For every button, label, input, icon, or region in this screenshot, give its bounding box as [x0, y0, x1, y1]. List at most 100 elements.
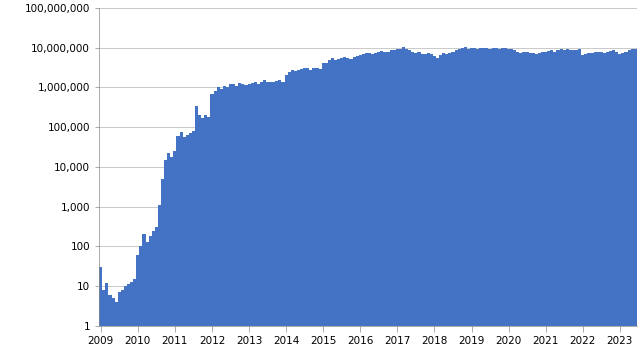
Bar	[572, 50, 575, 360]
Bar	[232, 84, 235, 360]
Bar	[272, 82, 275, 360]
Bar	[630, 49, 634, 360]
Bar	[473, 48, 476, 360]
Bar	[547, 51, 550, 360]
Bar	[634, 49, 637, 360]
Bar	[412, 51, 414, 360]
Bar	[115, 302, 118, 360]
Bar	[387, 51, 390, 360]
Bar	[581, 55, 584, 360]
Bar	[118, 292, 121, 360]
Bar	[152, 230, 155, 360]
Bar	[417, 52, 420, 360]
Bar	[266, 82, 269, 360]
Bar	[436, 58, 439, 360]
Bar	[424, 54, 427, 360]
Bar	[309, 69, 312, 360]
Bar	[316, 68, 319, 360]
Bar	[479, 48, 483, 360]
Bar	[359, 55, 362, 360]
Bar	[532, 53, 535, 360]
Bar	[483, 48, 485, 360]
Bar	[603, 53, 606, 360]
Bar	[207, 117, 211, 360]
Bar	[263, 80, 266, 360]
Bar	[612, 50, 615, 360]
Bar	[108, 295, 111, 360]
Bar	[485, 48, 488, 360]
Bar	[461, 48, 464, 360]
Bar	[297, 70, 300, 360]
Bar	[365, 53, 368, 360]
Bar	[596, 51, 600, 360]
Bar	[556, 50, 559, 360]
Bar	[454, 50, 458, 360]
Bar	[346, 58, 349, 360]
Bar	[399, 49, 402, 360]
Bar	[563, 50, 566, 360]
Bar	[439, 55, 442, 360]
Bar	[507, 49, 510, 360]
Bar	[575, 50, 578, 360]
Bar	[173, 151, 177, 360]
Bar	[371, 54, 374, 360]
Bar	[618, 54, 621, 360]
Bar	[584, 54, 588, 360]
Bar	[451, 51, 454, 360]
Bar	[145, 242, 148, 360]
Bar	[124, 286, 127, 360]
Bar	[195, 105, 198, 360]
Bar	[334, 60, 337, 360]
Bar	[328, 60, 331, 360]
Bar	[588, 53, 591, 360]
Bar	[244, 85, 248, 360]
Bar	[182, 138, 186, 360]
Bar	[600, 52, 603, 360]
Bar	[559, 49, 563, 360]
Bar	[260, 82, 263, 360]
Bar	[251, 83, 253, 360]
Bar	[445, 54, 449, 360]
Bar	[476, 49, 479, 360]
Bar	[161, 179, 164, 360]
Bar	[427, 53, 430, 360]
Bar	[204, 115, 207, 360]
Bar	[402, 47, 405, 360]
Bar	[291, 69, 294, 360]
Bar	[380, 51, 383, 360]
Bar	[324, 63, 328, 360]
Bar	[136, 255, 140, 360]
Bar	[214, 91, 216, 360]
Bar	[504, 48, 507, 360]
Bar	[377, 51, 380, 360]
Bar	[383, 52, 387, 360]
Bar	[127, 284, 130, 360]
Bar	[192, 131, 195, 360]
Bar	[408, 50, 412, 360]
Bar	[102, 290, 106, 360]
Bar	[133, 279, 136, 360]
Bar	[241, 84, 244, 360]
Bar	[275, 81, 278, 360]
Bar	[356, 57, 359, 360]
Bar	[186, 135, 189, 360]
Bar	[287, 72, 291, 360]
Bar	[216, 87, 220, 360]
Bar	[331, 58, 334, 360]
Bar	[541, 52, 544, 360]
Bar	[121, 290, 124, 360]
Bar	[529, 53, 532, 360]
Bar	[319, 69, 322, 360]
Bar	[257, 84, 260, 360]
Bar	[550, 50, 554, 360]
Bar	[300, 69, 303, 360]
Bar	[393, 50, 396, 360]
Bar	[238, 83, 241, 360]
Bar	[349, 59, 353, 360]
Bar	[498, 49, 501, 360]
Bar	[111, 298, 115, 360]
Bar	[522, 51, 525, 360]
Bar	[220, 89, 223, 360]
Bar	[180, 132, 182, 360]
Bar	[282, 82, 285, 360]
